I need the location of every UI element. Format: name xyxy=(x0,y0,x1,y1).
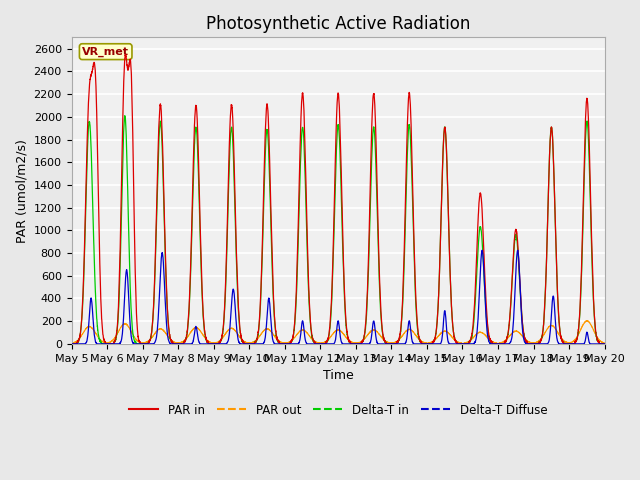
Title: Photosynthetic Active Radiation: Photosynthetic Active Radiation xyxy=(206,15,470,33)
Y-axis label: PAR (umol/m2/s): PAR (umol/m2/s) xyxy=(15,139,28,242)
Legend: PAR in, PAR out, Delta-T in, Delta-T Diffuse: PAR in, PAR out, Delta-T in, Delta-T Dif… xyxy=(124,399,552,421)
Text: VR_met: VR_met xyxy=(82,47,129,57)
X-axis label: Time: Time xyxy=(323,369,353,382)
